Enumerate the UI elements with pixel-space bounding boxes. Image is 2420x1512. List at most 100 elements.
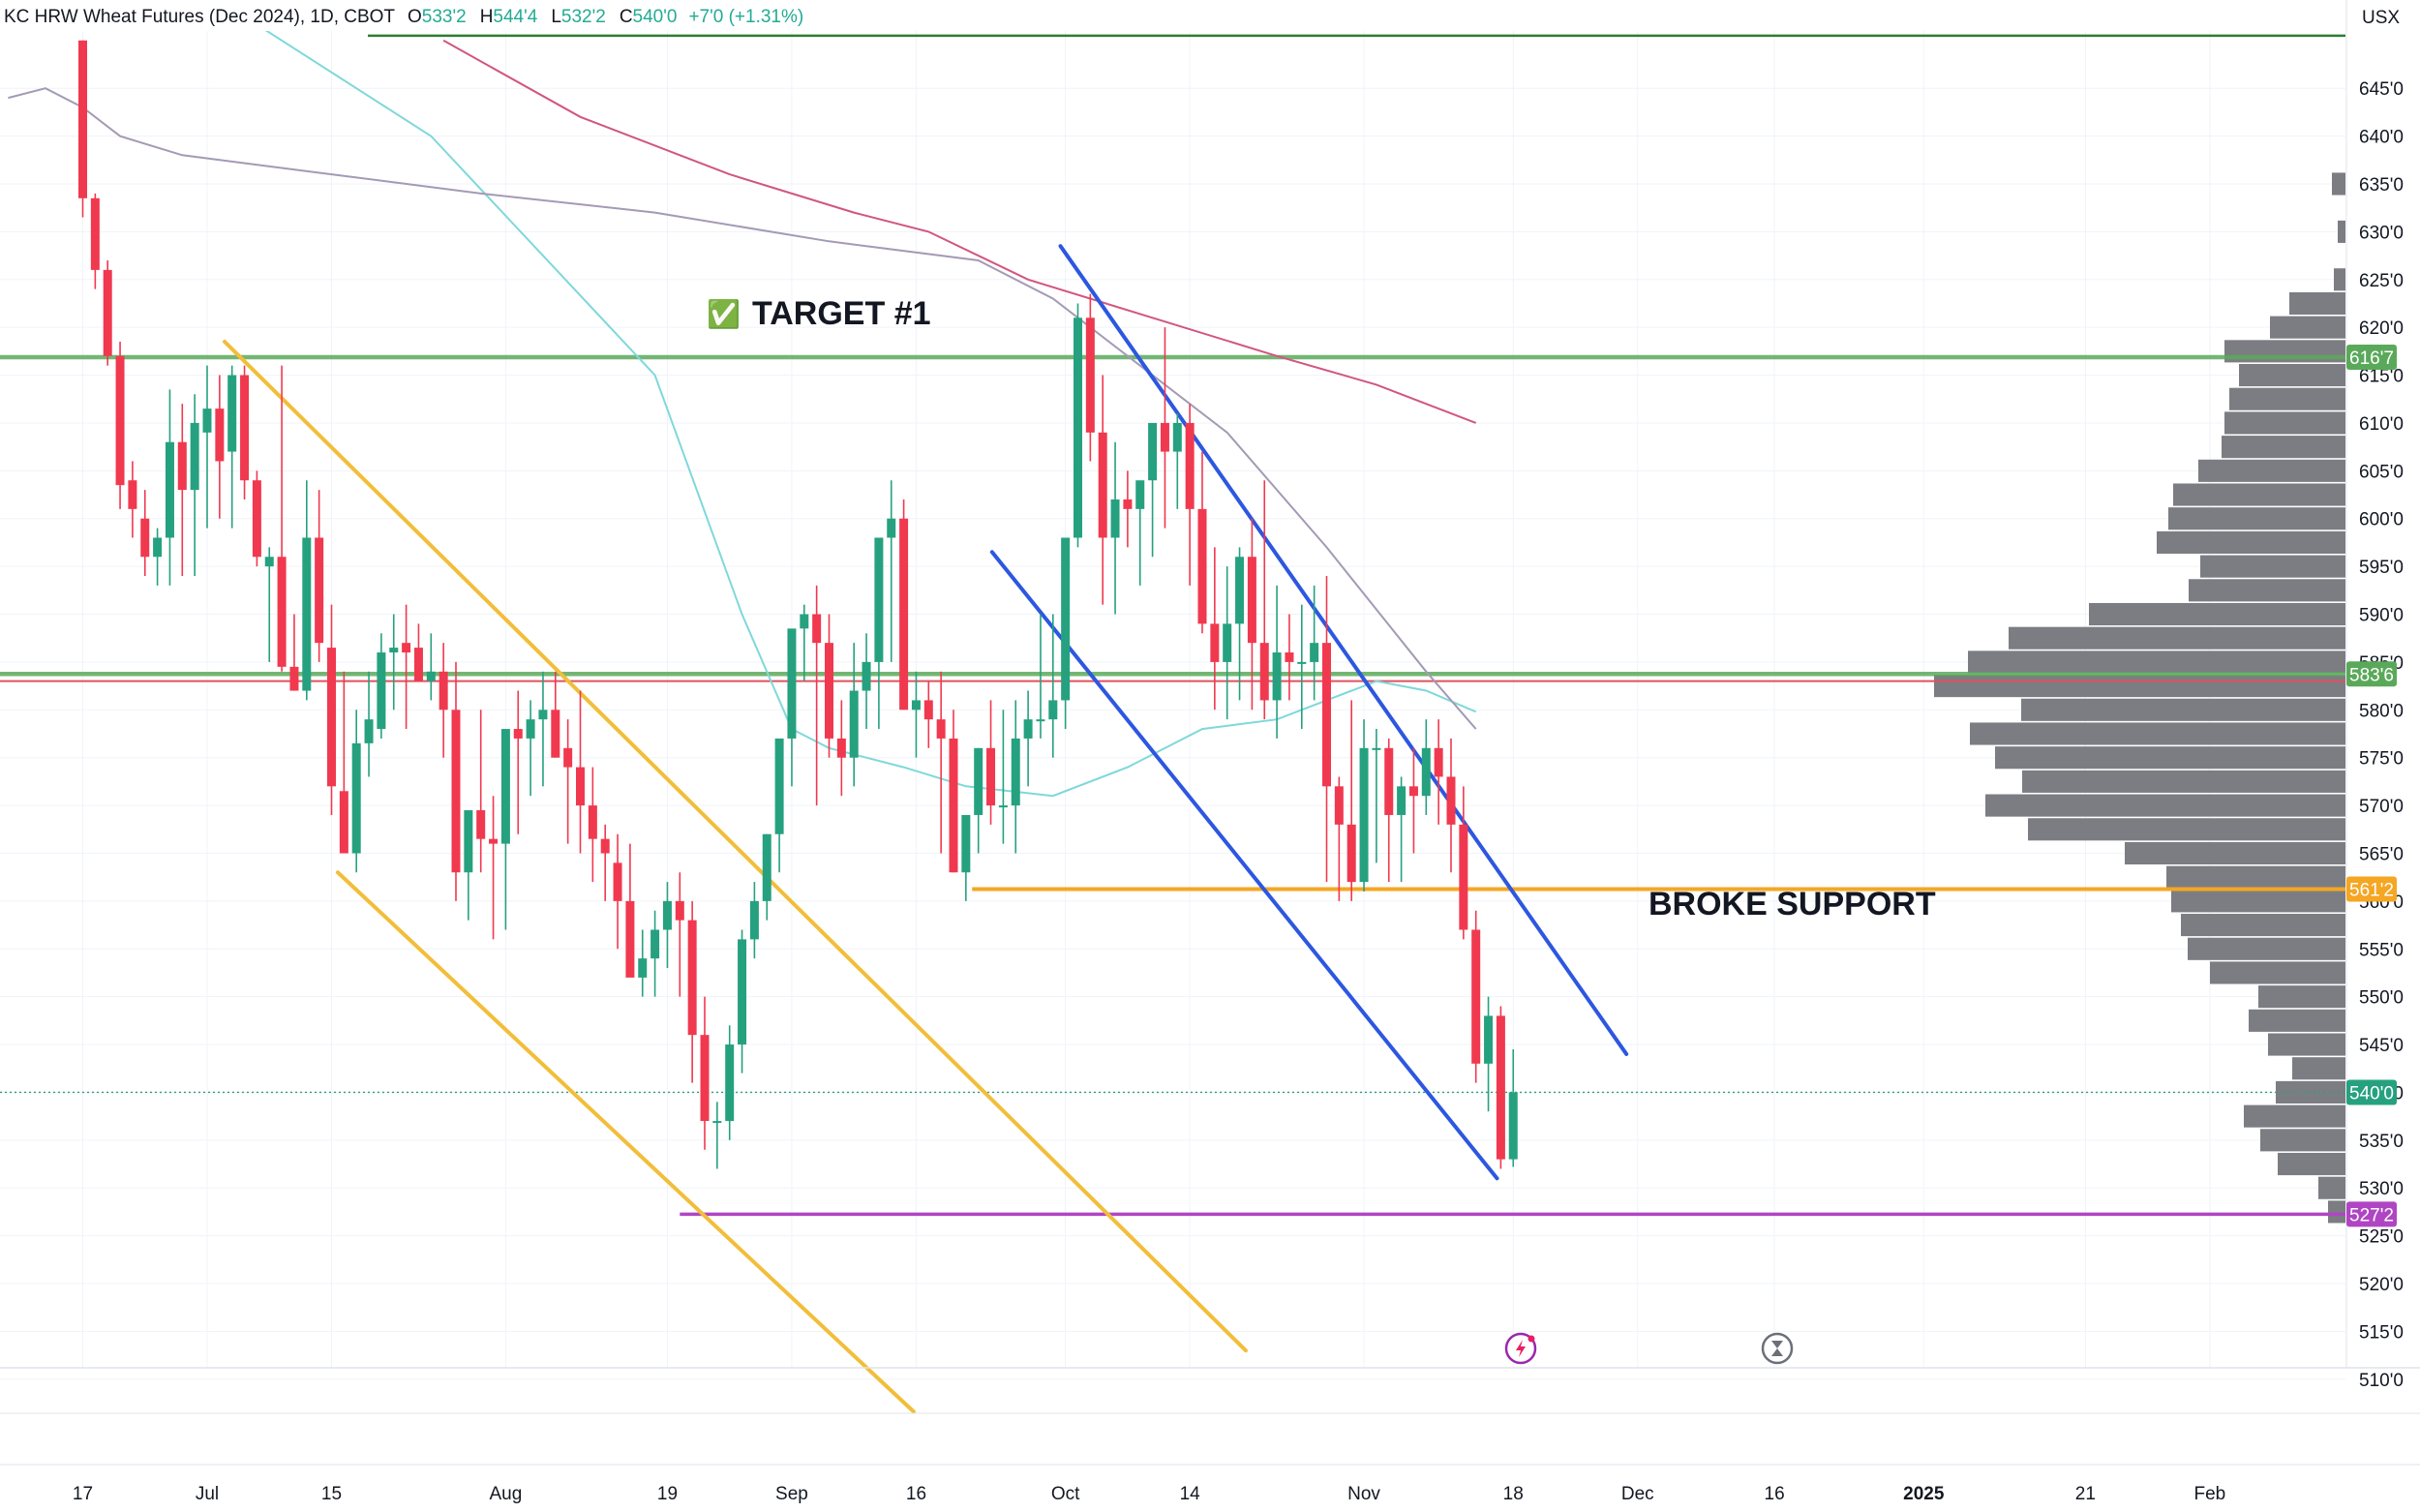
horizontal-levels[interactable] xyxy=(0,34,2345,1217)
legend-symbol[interactable]: KC HRW Wheat Futures (Dec 2024), 1D, CBO… xyxy=(4,7,395,27)
currency-label[interactable]: USX xyxy=(2362,8,2400,28)
candle-body xyxy=(413,648,423,681)
volume-profile-bar xyxy=(2224,411,2345,435)
moving-average-line xyxy=(8,87,1477,730)
trendline[interactable] xyxy=(222,339,1248,1353)
candle-body xyxy=(961,814,971,873)
price-tick-label: 640'0 xyxy=(2359,128,2404,148)
volume-profile-bar xyxy=(2239,364,2345,387)
volume-profile-bar xyxy=(2168,507,2345,530)
price-badge-label: 527'2 xyxy=(2349,1205,2394,1225)
volume-profile-bar xyxy=(2268,1033,2345,1056)
price-tick-label: 565'0 xyxy=(2359,844,2404,864)
price-tick-label: 600'0 xyxy=(2359,510,2404,530)
volume-profile-bar xyxy=(2258,985,2345,1009)
candle-body xyxy=(78,40,87,198)
trendline[interactable] xyxy=(1058,244,1629,1056)
volume-profile-bar xyxy=(2318,1176,2345,1199)
candle-body xyxy=(526,719,535,739)
volume-profile-bar xyxy=(1934,675,2345,698)
candle-body xyxy=(202,408,212,433)
candle-body xyxy=(103,269,112,356)
candle-body xyxy=(140,518,150,558)
candle-body xyxy=(1259,643,1269,701)
price-tick-label: 555'0 xyxy=(2359,940,2404,960)
candle-body xyxy=(787,628,797,739)
price-badge xyxy=(2346,1201,2397,1227)
price-tick-label: 520'0 xyxy=(2359,1275,2404,1295)
time-tick-label: 17 xyxy=(73,1484,93,1504)
time-tick-label: Feb xyxy=(2193,1484,2225,1504)
candle-body xyxy=(1322,643,1331,787)
trendlines[interactable] xyxy=(222,244,1629,1414)
volume-profile-bar xyxy=(2260,1129,2345,1152)
volume-profile-bar xyxy=(1968,650,2345,674)
candle-body xyxy=(675,900,684,921)
candle-body xyxy=(625,900,635,978)
candle-body xyxy=(364,719,374,743)
candle-body xyxy=(936,719,946,739)
candle-body xyxy=(513,729,523,739)
candle-body xyxy=(1135,480,1145,509)
candle-body xyxy=(389,648,399,653)
candle-body xyxy=(426,671,436,681)
volume-profile-bar xyxy=(2189,579,2345,602)
candle-body xyxy=(825,643,833,739)
candle-body xyxy=(1408,786,1418,797)
volume-profile-bar xyxy=(2244,1104,2345,1128)
candle-body xyxy=(377,652,386,730)
candle-body xyxy=(1061,537,1071,701)
time-tick-label: 14 xyxy=(1180,1484,1201,1504)
close-value: 540'0 xyxy=(633,7,678,27)
time-tick-label: 16 xyxy=(1765,1484,1785,1504)
candle-body xyxy=(849,690,859,758)
volume-profile-bar xyxy=(2009,626,2345,650)
candle-body xyxy=(725,1044,735,1122)
price-badge-label: 561'2 xyxy=(2349,881,2394,901)
candle-body xyxy=(1197,508,1207,624)
candle-body xyxy=(1036,719,1045,722)
candle-body xyxy=(1048,700,1058,720)
candle-body xyxy=(1110,499,1120,538)
volume-profile-bar xyxy=(2028,818,2345,841)
candle-body xyxy=(949,738,958,873)
candle-body xyxy=(1172,422,1182,452)
volume-profile-bar xyxy=(2188,937,2345,960)
candle-body xyxy=(1346,824,1356,883)
volume-profile-bar xyxy=(2222,436,2345,459)
candle-body xyxy=(911,700,921,711)
time-axis[interactable]: 17 Jul 15 Aug 19 Sep 16 Oct 14 Nov 18 Dec 16 2025 21 Fe… xyxy=(0,1367,2420,1504)
candle-body xyxy=(190,422,199,491)
candle-body xyxy=(1285,652,1294,662)
trendline[interactable] xyxy=(335,870,916,1414)
trendline[interactable] xyxy=(989,550,1499,1181)
volume-profile-bar xyxy=(1985,794,2345,817)
candle-body xyxy=(551,710,560,758)
change-value: +7'0 (+1.31%) xyxy=(688,7,803,27)
high-value: 544'4 xyxy=(493,7,537,27)
candle-body xyxy=(1359,747,1369,883)
price-badge-label: 540'0 xyxy=(2349,1083,2394,1104)
open-value: 533'2 xyxy=(422,7,467,27)
time-tick-label: 18 xyxy=(1503,1484,1524,1504)
volume-profile-bar xyxy=(2210,961,2345,984)
candle-body xyxy=(1434,747,1443,777)
candle-body xyxy=(464,810,473,873)
candle-body xyxy=(289,666,299,691)
hourglass-icon[interactable] xyxy=(1761,1332,1794,1365)
price-axis[interactable]: 510'0 515'0 520'0 525'0 530'0 535'0 540'0 545'0… xyxy=(2345,0,2404,1391)
price-badge xyxy=(2346,661,2397,687)
volume-profile-bar xyxy=(2173,483,2345,506)
candle-body xyxy=(153,537,163,558)
price-tick-label: 525'0 xyxy=(2359,1227,2404,1248)
candle-body xyxy=(974,747,983,815)
candle-body xyxy=(538,710,548,720)
candle-body xyxy=(887,518,896,538)
volume-profile-bar xyxy=(2022,770,2345,793)
price-badges: 616'7 583'6 561'2 540'0 527'2 xyxy=(2346,345,2397,1227)
volume-profile-bar xyxy=(2229,387,2345,410)
flash-icon[interactable] xyxy=(1504,1332,1537,1365)
candle-body xyxy=(1074,318,1082,538)
